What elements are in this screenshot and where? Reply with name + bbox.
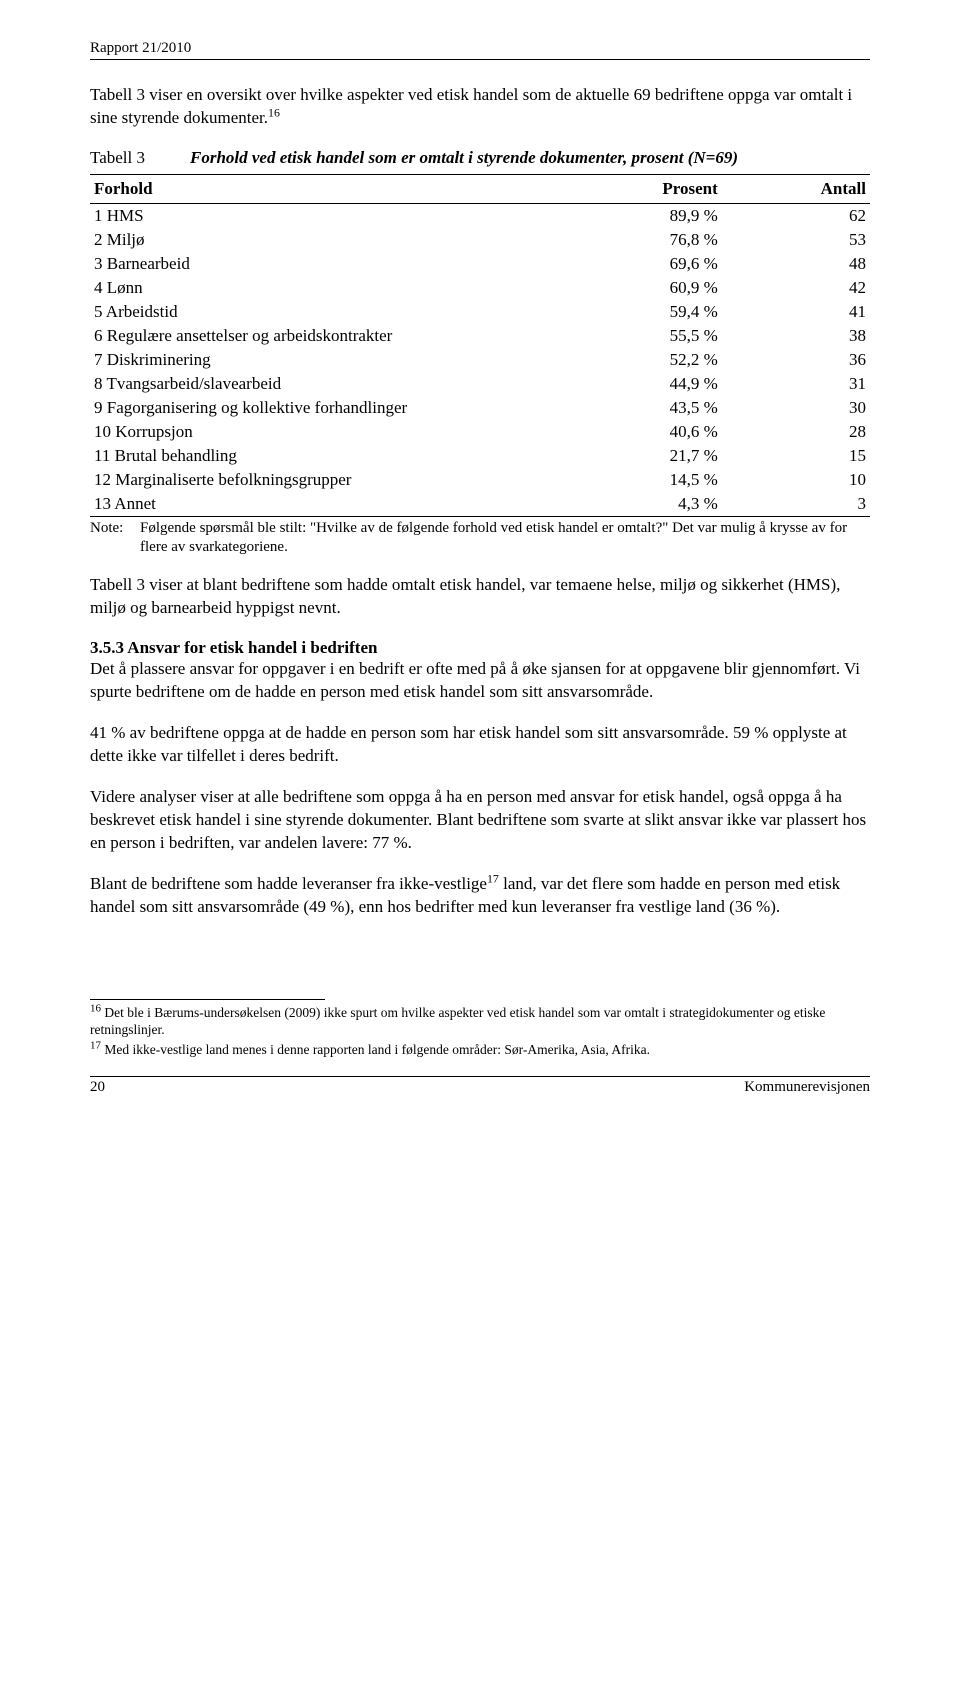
table-cell: 9 Fagorganisering og kollektive forhandl… [90,396,574,420]
table-cell: 21,7 % [574,444,722,468]
table-caption: Tabell 3 Forhold ved etisk handel som er… [90,148,870,168]
table-cell: 62 [722,203,870,228]
footnotes: 16 Det ble i Bærums-undersøkelsen (2009)… [90,999,870,1059]
table-cell: 76,8 % [574,228,722,252]
table-cell: 10 [722,468,870,492]
table-header-row: Forhold Prosent Antall [90,174,870,203]
page-footer: 20 Kommunerevisjonen [90,1076,870,1096]
table-cell: 28 [722,420,870,444]
intro-paragraph: Tabell 3 viser en oversikt over hvilke a… [90,84,870,130]
table-row: 9 Fagorganisering og kollektive forhandl… [90,396,870,420]
table-cell: 89,9 % [574,203,722,228]
table-cell: 8 Tvangsarbeid/slavearbeid [90,372,574,396]
table-cell: 7 Diskriminering [90,348,574,372]
table-cell: 69,6 % [574,252,722,276]
table-row: 10 Korrupsjon40,6 %28 [90,420,870,444]
table-cell: 43,5 % [574,396,722,420]
table-row: 1 HMS89,9 %62 [90,203,870,228]
table-body: 1 HMS89,9 %622 Miljø76,8 %533 Barnearbei… [90,203,870,516]
table-note-label: Note: [90,519,140,557]
footnote: 17 Med ikke-vestlige land menes i denne … [90,1041,870,1059]
table-cell: 59,4 % [574,300,722,324]
table-row: 7 Diskriminering52,2 %36 [90,348,870,372]
data-table: Forhold Prosent Antall 1 HMS89,9 %622 Mi… [90,174,870,517]
table-row: 12 Marginaliserte befolkningsgrupper14,5… [90,468,870,492]
table-cell: 41 [722,300,870,324]
paragraph-after-table: Tabell 3 viser at blant bedriftene som h… [90,574,870,620]
table-cell: 60,9 % [574,276,722,300]
table-caption-text: Forhold ved etisk handel som er omtalt i… [190,148,738,168]
footer-right: Kommunerevisjonen [744,1079,870,1096]
table-cell: 10 Korrupsjon [90,420,574,444]
table-cell: 31 [722,372,870,396]
table-cell: 2 Miljø [90,228,574,252]
table-row: 13 Annet4,3 %3 [90,492,870,517]
table-cell: 30 [722,396,870,420]
table-cell: 3 [722,492,870,517]
section-353-p2: 41 % av bedriftene oppga at de hadde en … [90,722,870,768]
footnotes-rule [90,999,325,1000]
table-cell: 12 Marginaliserte befolkningsgrupper [90,468,574,492]
table-cell: 36 [722,348,870,372]
table-row: 3 Barnearbeid69,6 %48 [90,252,870,276]
table-cell: 55,5 % [574,324,722,348]
table-cell: 11 Brutal behandling [90,444,574,468]
table-row: 4 Lønn60,9 %42 [90,276,870,300]
table-cell: 13 Annet [90,492,574,517]
table-note: Note: Følgende spørsmål ble stilt: "Hvil… [90,519,870,557]
page-number: 20 [90,1079,105,1096]
table-cell: 53 [722,228,870,252]
table-header-cell: Prosent [574,174,722,203]
table-cell: 6 Regulære ansettelser og arbeidskontrak… [90,324,574,348]
table-caption-label: Tabell 3 [90,148,190,168]
table-header-cell: Antall [722,174,870,203]
table-cell: 5 Arbeidstid [90,300,574,324]
section-353-p3: Videre analyser viser at alle bedriftene… [90,786,870,855]
table-note-text: Følgende spørsmål ble stilt: "Hvilke av … [140,519,870,557]
table-cell: 42 [722,276,870,300]
table-row: 8 Tvangsarbeid/slavearbeid44,9 %31 [90,372,870,396]
table-row: 5 Arbeidstid59,4 %41 [90,300,870,324]
section-heading-353: 3.5.3 Ansvar for etisk handel i bedrifte… [90,638,870,658]
table-cell: 3 Barnearbeid [90,252,574,276]
section-353-p4: Blant de bedriftene som hadde leveranser… [90,873,870,919]
table-cell: 52,2 % [574,348,722,372]
table-row: 2 Miljø76,8 %53 [90,228,870,252]
table-cell: 14,5 % [574,468,722,492]
table-cell: 48 [722,252,870,276]
table-cell: 1 HMS [90,203,574,228]
page: Rapport 21/2010 Tabell 3 viser en oversi… [0,0,960,1146]
table-row: 11 Brutal behandling21,7 %15 [90,444,870,468]
table-header-cell: Forhold [90,174,574,203]
table-cell: 38 [722,324,870,348]
table-cell: 44,9 % [574,372,722,396]
table-cell: 40,6 % [574,420,722,444]
section-353-p1: Det å plassere ansvar for oppgaver i en … [90,658,870,704]
table-cell: 4 Lønn [90,276,574,300]
footnote: 16 Det ble i Bærums-undersøkelsen (2009)… [90,1004,870,1039]
table-cell: 15 [722,444,870,468]
table-cell: 4,3 % [574,492,722,517]
table-row: 6 Regulære ansettelser og arbeidskontrak… [90,324,870,348]
running-header: Rapport 21/2010 [90,40,870,60]
